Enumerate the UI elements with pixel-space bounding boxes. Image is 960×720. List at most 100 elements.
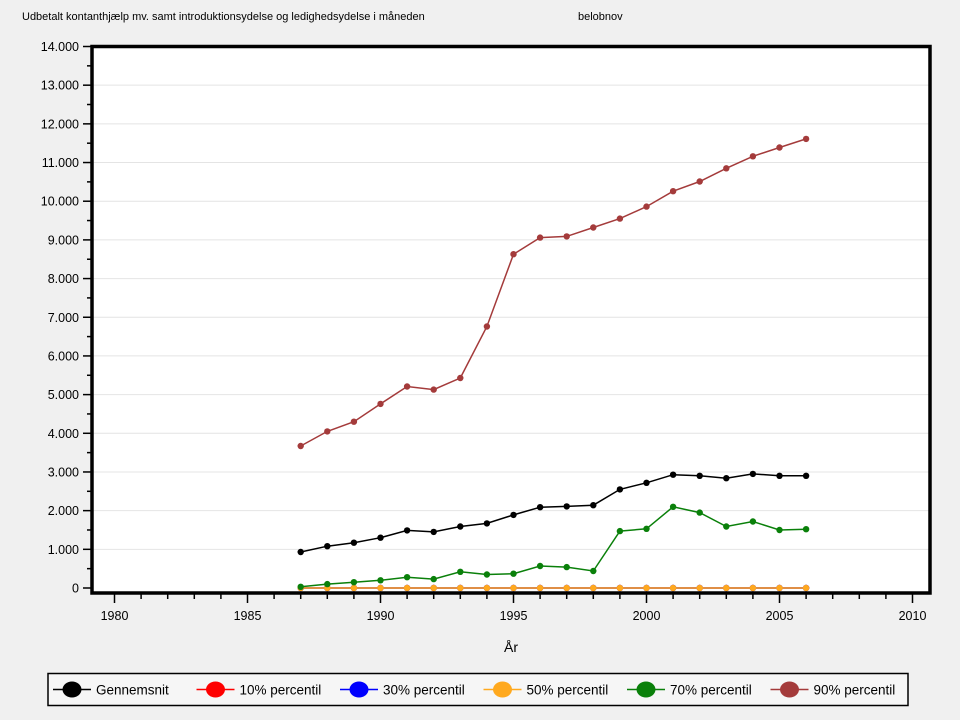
y-tick-label: 13.000 <box>41 79 79 93</box>
legend-item-10-percentil: 10% percentil <box>196 681 322 698</box>
data-point <box>643 479 650 486</box>
data-point <box>643 525 650 532</box>
x-tick-label: 1995 <box>500 609 528 623</box>
y-tick-label: 2.000 <box>48 504 79 518</box>
data-point <box>616 584 624 592</box>
data-point <box>297 583 304 590</box>
data-point <box>696 472 703 479</box>
chart-title: Udbetalt kontanthjælp mv. samt introdukt… <box>22 11 425 23</box>
data-point <box>590 584 597 592</box>
y-tick-label: 4.000 <box>48 427 79 441</box>
y-tick-label: 7.000 <box>48 311 79 325</box>
x-tick-label: 1990 <box>367 609 395 623</box>
data-point <box>536 234 544 241</box>
legend: Gennemsnit 10% percentil 30% percentil 50% … <box>47 672 909 707</box>
x-axis-ticks: 1980 1985 1990 1995 2000 2005 2010 <box>101 594 927 623</box>
data-point <box>616 486 624 493</box>
x-axis-label: År <box>504 639 518 655</box>
legend-label: 50% percentil <box>527 683 609 698</box>
data-point <box>350 579 358 586</box>
legend-label: 10% percentil <box>240 683 322 698</box>
data-point <box>563 584 570 592</box>
data-point <box>297 548 304 556</box>
legend-item-gennemsnit: Gennemsnit <box>53 681 169 698</box>
data-point <box>483 584 491 592</box>
legend-marker <box>62 681 82 698</box>
data-point <box>563 233 570 240</box>
data-point <box>403 527 411 534</box>
y-tick-label: 14.000 <box>41 40 79 54</box>
data-point <box>590 502 597 509</box>
plot-frame <box>90 44 932 595</box>
data-point <box>297 442 304 450</box>
legend-label: 70% percentil <box>670 683 752 698</box>
data-point <box>457 584 464 592</box>
legend-label: 30% percentil <box>383 683 465 698</box>
data-point <box>696 178 703 185</box>
data-point <box>350 418 358 425</box>
y-tick-label: 9.000 <box>48 233 79 247</box>
data-point <box>616 215 624 222</box>
legend-marker <box>493 681 512 698</box>
data-point <box>377 534 384 541</box>
legend-marker <box>780 681 799 698</box>
data-point <box>403 383 411 390</box>
data-point <box>669 188 677 195</box>
data-point <box>350 584 358 592</box>
data-point <box>430 584 437 592</box>
data-point <box>776 472 783 479</box>
y-tick-label: 8.000 <box>48 272 79 286</box>
data-point <box>696 584 703 592</box>
data-point <box>776 526 783 534</box>
y-tick-label: 3.000 <box>48 465 79 479</box>
data-point <box>536 504 544 511</box>
x-tick-label: 2010 <box>899 609 927 623</box>
data-point <box>324 543 331 550</box>
x-tick-label: 2005 <box>766 609 794 623</box>
plot-background <box>92 46 930 593</box>
data-point <box>590 224 597 231</box>
data-point <box>749 584 757 592</box>
data-point <box>590 567 597 575</box>
data-point <box>350 539 358 546</box>
y-tick-label: 10.000 <box>41 195 79 209</box>
data-point <box>377 400 384 408</box>
legend-label: Gennemsnit <box>96 683 169 698</box>
data-point <box>483 571 491 578</box>
data-point <box>430 386 437 393</box>
data-point <box>324 580 331 588</box>
series-90-percentil <box>297 135 810 450</box>
x-tick-label: 1985 <box>234 609 262 623</box>
y-axis-ticks: 0 1.000 2.000 3.000 4.000 5.000 6.000 7.000 8.00… <box>41 40 91 596</box>
data-point <box>536 562 544 570</box>
data-point <box>669 471 677 478</box>
legend-marker <box>349 681 369 698</box>
data-point <box>643 584 650 592</box>
data-point <box>377 584 384 592</box>
y-tick-label: 1.000 <box>48 543 79 557</box>
data-point <box>749 518 757 525</box>
legend-box <box>47 672 909 707</box>
legend-marker <box>636 681 656 698</box>
legend-item-30-percentil: 30% percentil <box>340 681 465 698</box>
plot-area: 0 1.000 2.000 3.000 4.000 5.000 6.000 7.000 8.00… <box>41 40 932 623</box>
data-point <box>669 584 677 592</box>
data-point <box>802 526 810 533</box>
y-tick-label: 0 <box>72 582 79 596</box>
series-70-percentil <box>297 503 810 590</box>
data-point <box>802 135 810 143</box>
data-point <box>776 584 783 592</box>
x-tick-label: 2000 <box>633 609 661 623</box>
data-point <box>324 428 331 435</box>
data-point <box>377 577 384 584</box>
data-point <box>510 251 517 258</box>
data-point <box>430 528 437 536</box>
series-gennemsnit <box>297 470 810 556</box>
data-point <box>536 584 544 592</box>
y-tick-label: 11.000 <box>42 156 79 170</box>
data-point <box>510 570 517 577</box>
data-point <box>563 503 570 510</box>
data-point <box>563 563 570 571</box>
